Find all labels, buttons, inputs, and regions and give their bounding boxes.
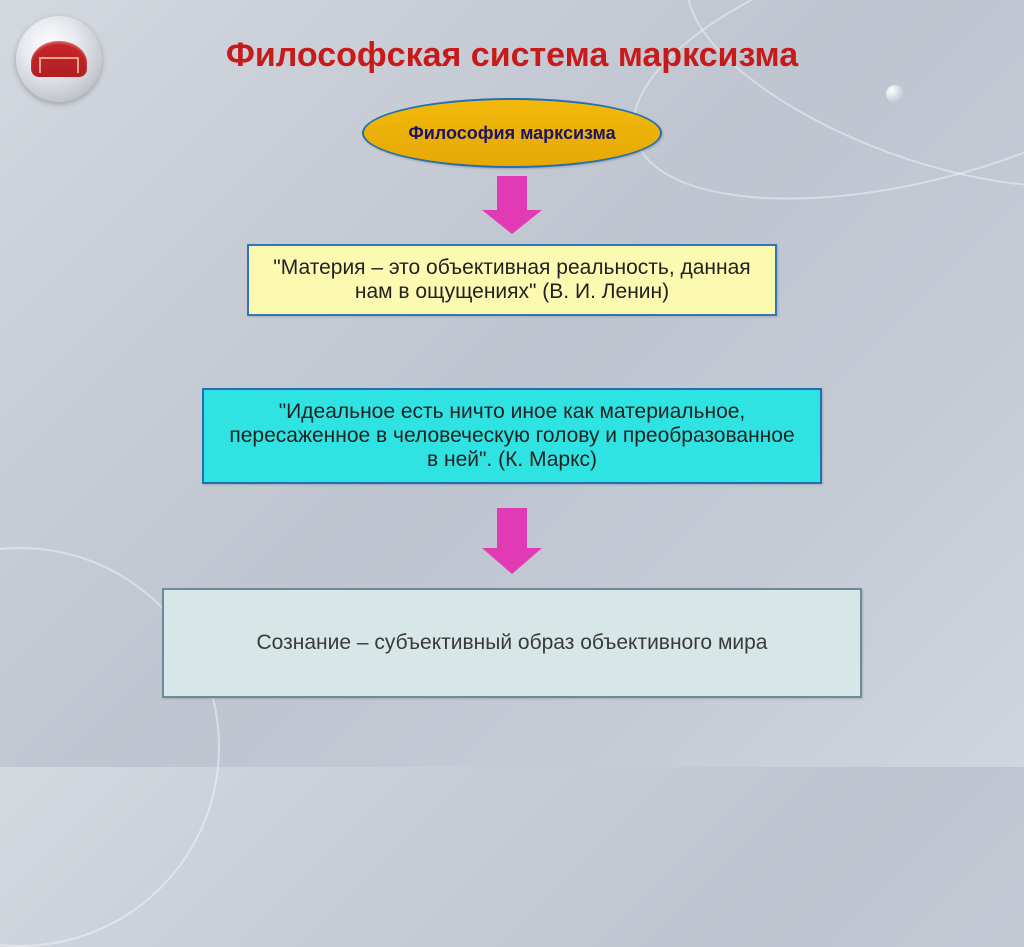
quote-text: "Материя – это объективная реальность, д… (267, 256, 757, 304)
conclusion-box-consciousness: Сознание – субъективный образ объективно… (162, 588, 862, 698)
root-node-label: Философия марксизма (408, 123, 615, 144)
arrow-down (482, 508, 542, 574)
conclusion-text: Сознание – субъективный образ объективно… (257, 631, 768, 655)
background-orbit-ball (886, 85, 904, 103)
slide-title: Философская система марксизма (0, 36, 1024, 75)
quote-text: "Идеальное есть ничто иное как материаль… (222, 400, 802, 472)
root-node-ellipse: Философия марксизма (362, 98, 662, 168)
quote-box-ideal: "Идеальное есть ничто иное как материаль… (202, 388, 822, 484)
quote-box-matter: "Материя – это объективная реальность, д… (247, 244, 777, 316)
arrow-down (482, 176, 542, 234)
